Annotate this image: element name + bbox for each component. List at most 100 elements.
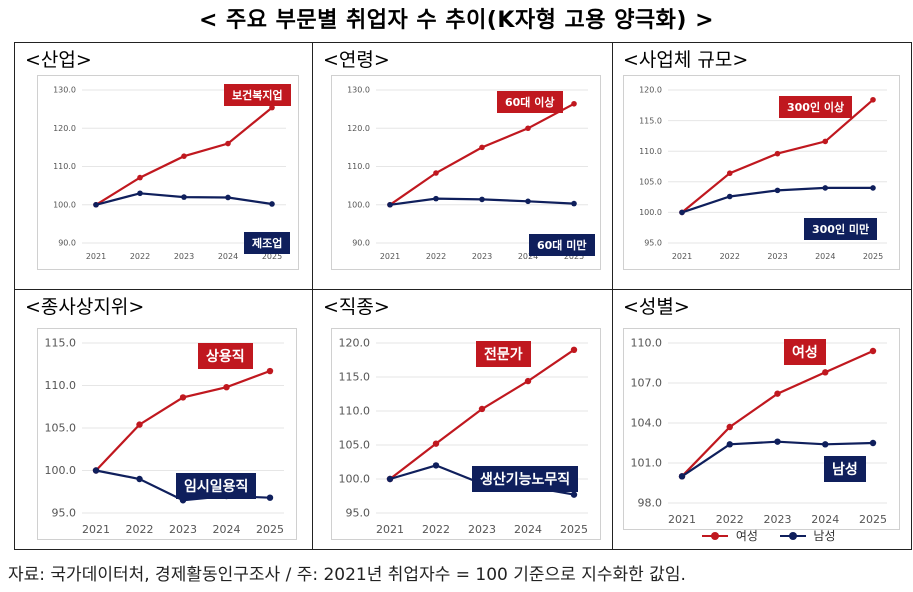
chart-svg-industry: 90.0 100.0 110.0 120.0 130.0 2021 2022 2023 2024… [53, 86, 286, 261]
x-tick-label: 2021 [376, 523, 404, 536]
y-tick-label: 120.0 [53, 124, 76, 133]
x-tick-label: 2022 [126, 523, 154, 536]
data-point [432, 440, 440, 447]
data-point [223, 384, 230, 391]
panel-title-size: <사업체 규모> [623, 49, 749, 71]
series-label-0: 전문가 [476, 341, 531, 367]
y-tick-label: 115.0 [639, 116, 662, 125]
data-point [136, 475, 143, 483]
x-tick-label: 2023 [764, 513, 792, 526]
x-tick-label: 2023 [174, 252, 194, 261]
x-tick-label: 2025 [863, 252, 883, 261]
data-point [525, 198, 531, 205]
y-tick-label: 110.0 [639, 147, 662, 156]
series-label-1: 300인 미만 [804, 218, 878, 240]
panel-title-status: <종사상지위> [25, 296, 145, 318]
series-label-1: 60대 미만 [529, 234, 595, 256]
chart-svg-size: 95.0 100.0 105.0 110.0 115.0 120.0 2021 2022 202… [639, 86, 887, 261]
x-tick-label: 2024 [514, 523, 542, 536]
data-point [478, 405, 486, 413]
legend-female-marker [702, 531, 728, 540]
data-point [225, 140, 231, 147]
chart-svg-status: 95.0 100.0 105.0 110.0 115.0 2021 2022 2023 2024… [45, 337, 284, 536]
page-title: < 주요 부문별 취업자 수 추이(K자형 고용 양극화) > [198, 8, 715, 33]
data-point [570, 346, 578, 353]
y-tick-label: 95.0 [346, 507, 371, 520]
x-tick-label: 2022 [720, 252, 740, 261]
y-tick-label: 120.0 [639, 86, 662, 95]
data-point [266, 494, 274, 501]
y-tick-label: 101.0 [631, 457, 663, 470]
y-tick-label: 95.0 [52, 507, 77, 520]
y-tick-label: 100.0 [45, 464, 77, 477]
data-point [181, 194, 187, 200]
panel-title-gender: <성별> [623, 296, 690, 318]
data-point [869, 439, 877, 447]
x-tick-label: 2021 [668, 513, 696, 526]
plot-area-gender: 98.0 101.0 104.0 107.0 110.0 2021 2022 2023 2024… [623, 328, 900, 530]
y-tick-label: 110.0 [631, 337, 663, 350]
series-label-0: 60대 이상 [497, 91, 563, 113]
y-tick-label: 104.0 [631, 417, 663, 430]
x-tick-label: 2024 [218, 252, 238, 261]
panel-industry: <산업> 90.0 100.0 110.0 120.0 130.0 2021 2022 2023… [15, 43, 312, 289]
series-line-0 [389, 102, 575, 206]
panel-gender: <성별> 98.0 101.0 104.0 107.0 110.0 2021 2022 2023… [613, 290, 911, 549]
data-point [570, 491, 578, 498]
chart-svg-occupation: 95.0 100.0 105.0 110.0 115.0 120.0 2021 2022 202… [339, 337, 588, 536]
data-point [679, 209, 685, 216]
x-tick-label: 2025 [564, 252, 584, 261]
data-point [678, 473, 686, 480]
x-tick-label: 2022 [130, 252, 150, 261]
data-point [387, 201, 393, 208]
y-tick-label: 115.0 [339, 371, 371, 384]
y-tick-label: 107.0 [631, 377, 663, 390]
data-point [269, 104, 275, 111]
data-point [822, 138, 829, 145]
panel-age: <연령> 90.0 100.0 110.0 120.0 130.0 2021 2022 2023… [313, 43, 612, 289]
y-tick-label: 90.0 [58, 239, 76, 248]
x-tick-label: 2023 [767, 252, 787, 261]
y-tick-label: 98.0 [638, 497, 663, 510]
x-tick-label: 2021 [82, 523, 110, 536]
data-point [137, 174, 143, 181]
data-point [726, 423, 733, 431]
series-line-0 [389, 348, 575, 480]
data-point [726, 170, 733, 177]
x-tick-label: 2023 [169, 523, 197, 536]
panel-occupation: <직종> 95.0 100.0 105.0 110.0 115.0 120.0 2021 202… [313, 290, 612, 549]
x-tick-label: 2021 [672, 252, 692, 261]
x-tick-label: 2025 [560, 523, 588, 536]
plot-area-status: 95.0 100.0 105.0 110.0 115.0 2021 2022 2023 2024… [37, 328, 297, 540]
data-point [136, 421, 143, 428]
y-tick-label: 95.0 [644, 239, 662, 248]
data-point [433, 170, 439, 176]
legend-male-label: 남성 [813, 529, 836, 543]
x-tick-label: 2021 [380, 252, 400, 261]
legend-male-marker [779, 531, 806, 540]
series-label-1: 제조업 [244, 232, 291, 254]
x-tick-label: 2025 [256, 523, 284, 536]
data-point [181, 153, 187, 159]
data-point [92, 467, 100, 474]
x-tick-label: 2022 [422, 523, 450, 536]
series-label-1: 임시일용직 [176, 473, 257, 499]
gender-legend: 여성 남성 [702, 527, 836, 544]
series-label-0: 여성 [784, 339, 826, 365]
data-point [774, 438, 781, 445]
data-point [479, 144, 485, 151]
y-tick-label: 105.0 [339, 439, 371, 452]
data-point [774, 390, 781, 397]
y-tick-label: 130.0 [347, 86, 370, 95]
panel-title-occupation: <직종> [323, 296, 390, 318]
data-point [822, 441, 829, 448]
legend-female-label: 여성 [735, 529, 758, 543]
x-tick-label: 2024 [213, 523, 241, 536]
panel-title-age: <연령> [323, 49, 390, 71]
y-tick-label: 115.0 [45, 337, 77, 350]
plot-area-occupation: 95.0 100.0 105.0 110.0 115.0 120.0 2021 2022 202… [331, 328, 601, 540]
data-point [179, 394, 187, 401]
y-tick-label: 90.0 [352, 239, 370, 248]
x-tick-label: 2024 [811, 513, 839, 526]
data-point [822, 369, 829, 376]
